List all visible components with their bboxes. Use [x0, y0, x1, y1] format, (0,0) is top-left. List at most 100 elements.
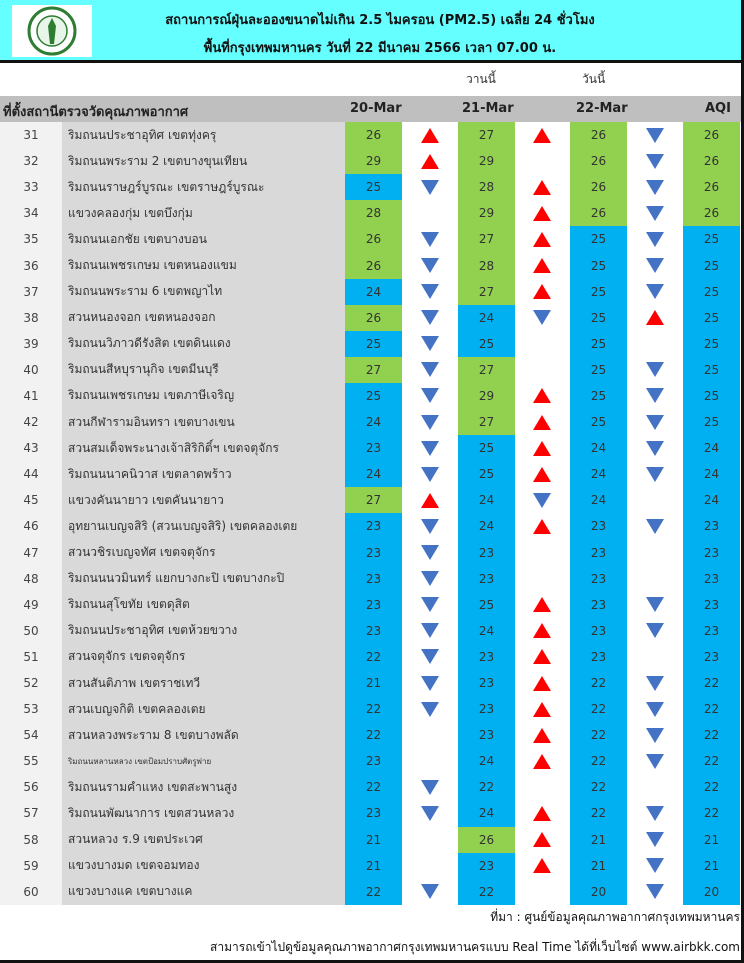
trend-down-icon: [646, 805, 664, 821]
station-name: สวนสมเด็จพระนางเจ้าสิริกิติ์ฯ เขตจตุจักร: [62, 435, 345, 462]
pm25-value: 26: [570, 174, 627, 201]
pm25-value: 26: [345, 122, 402, 149]
pm25-value: 24: [458, 617, 515, 644]
trend-up-icon: [533, 832, 551, 848]
date1-column-header: 20-Mar: [350, 101, 402, 116]
aqi-value: 23: [683, 643, 740, 670]
aqi-value: 25: [683, 226, 740, 253]
pm25-value: 23: [345, 591, 402, 618]
trend-up-icon: [533, 388, 551, 404]
aqi-value: 26: [683, 200, 740, 227]
table-row: 49 ริมถนนสุโขทัย เขตดุสิต 23 25 23 23: [0, 591, 741, 618]
station-name: ริมถนนนาคนิวาส เขตลาดพร้าว: [62, 461, 345, 488]
station-name: ริมถนนสีหบุรานุกิจ เขตมีนบุรี: [62, 356, 345, 383]
station-number: 56: [0, 774, 62, 801]
pm25-value: 22: [345, 774, 402, 801]
pm25-value: 23: [345, 617, 402, 644]
trend-down-icon: [421, 466, 439, 482]
pm25-value: 24: [458, 800, 515, 827]
trend-up-icon: [533, 466, 551, 482]
trend-down-icon: [646, 858, 664, 874]
station-name: ริมถนนราษฎร์บูรณะ เขตราษฎร์บูรณะ: [62, 174, 345, 201]
pm25-value: 24: [458, 748, 515, 775]
pm25-value: 25: [570, 409, 627, 436]
pm25-value: 25: [458, 435, 515, 462]
pm25-value: 24: [345, 461, 402, 488]
table-row: 53 สวนเบญจกิติ เขตคลองเตย 22 23 22 22: [0, 696, 741, 723]
station-name: สวนหลวงพระราม 8 เขตบางพลัด: [62, 722, 345, 749]
pm25-value: 23: [458, 643, 515, 670]
station-number: 58: [0, 826, 62, 853]
trend-up-icon: [533, 701, 551, 717]
table-row: 33 ริมถนนราษฎร์บูรณะ เขตราษฎร์บูรณะ 25 28 26…: [0, 174, 741, 201]
station-number: 41: [0, 382, 62, 410]
pm25-value: 23: [458, 669, 515, 697]
pm25-value: 26: [458, 826, 515, 853]
station-number: 39: [0, 330, 62, 357]
trend-down-icon: [421, 388, 439, 404]
trend-down-icon: [646, 675, 664, 691]
pm25-value: 27: [458, 122, 515, 149]
station-number: 33: [0, 174, 62, 201]
bma-logo: [12, 5, 92, 57]
pm25-value: 26: [345, 226, 402, 253]
trend-up-icon: [421, 153, 439, 169]
trend-down-icon: [421, 649, 439, 665]
source-note: ที่มา : ศูนย์ข้อมูลคุณภาพอากาศกรุงเทพมหา…: [490, 910, 740, 924]
pm25-value: 22: [458, 774, 515, 801]
trend-down-icon: [421, 623, 439, 639]
pm25-value: 21: [345, 852, 402, 879]
aqi-value: 22: [683, 774, 740, 801]
station-name: สวนเบญจกิติ เขตคลองเตย: [62, 696, 345, 723]
pm25-value: 26: [570, 148, 627, 175]
pm25-value: 29: [458, 148, 515, 175]
station-number: 45: [0, 487, 62, 514]
trend-down-icon: [646, 440, 664, 456]
pm25-value: 22: [458, 878, 515, 905]
trend-up-icon: [421, 492, 439, 508]
station-name: แขวงคลองกุ่ม เขตบึงกุ่ม: [62, 200, 345, 227]
trend-down-icon: [421, 675, 439, 691]
table-row: 56 ริมถนนรามคำแหง เขตสะพานสูง 22 22 22 22: [0, 774, 741, 801]
station-number: 55: [0, 748, 62, 775]
pm25-value: 22: [345, 696, 402, 723]
aqi-value: 23: [683, 513, 740, 540]
trend-down-icon: [421, 179, 439, 195]
station-number: 38: [0, 304, 62, 331]
table-row: 41 ริมถนนเพชรเกษม เขตภาษีเจริญ 25 29 25 25: [0, 382, 741, 410]
pm25-value: 24: [570, 461, 627, 488]
aqi-value: 26: [683, 148, 740, 175]
trend-up-icon: [533, 675, 551, 691]
trend-down-icon: [421, 805, 439, 821]
right-border: [741, 0, 744, 963]
pm25-value: 29: [458, 382, 515, 410]
aqi-value: 22: [683, 722, 740, 749]
station-column-header: ที่ตั้งสถานีตรวจวัดคุณภาพอากาศ: [3, 105, 189, 120]
pm25-value: 23: [345, 748, 402, 775]
pm25-value: 25: [458, 591, 515, 618]
pm25-value: 23: [570, 565, 627, 592]
pm25-value: 23: [570, 539, 627, 566]
station-number: 37: [0, 278, 62, 305]
pm25-value: 24: [570, 435, 627, 462]
station-name: อุทยานเบญจสิริ (สวนเบญจสิริ) เขตคลองเตย: [62, 513, 345, 540]
pm25-value: 26: [345, 252, 402, 279]
station-number: 51: [0, 643, 62, 670]
station-name: ริมถนนประชาอุทิศ เขตทุ่งครุ: [62, 122, 345, 149]
pm25-value: 20: [570, 878, 627, 905]
pm25-value: 23: [458, 696, 515, 723]
station-name: ริมถนนนวมินทร์ แยกบางกะปิ เขตบางกะปิ: [62, 565, 345, 592]
station-number: 48: [0, 565, 62, 592]
pm25-value: 22: [570, 800, 627, 827]
report-subtitle: พื้นที่กรุงเทพมหานคร วันที่ 22 มีนาคม 25…: [203, 41, 557, 56]
aqi-value: 24: [683, 487, 740, 514]
station-number: 32: [0, 148, 62, 175]
pm25-value: 23: [570, 591, 627, 618]
pm25-value: 23: [458, 565, 515, 592]
pm25-value: 25: [458, 461, 515, 488]
trend-down-icon: [646, 127, 664, 143]
table-row: 34 แขวงคลองกุ่ม เขตบึงกุ่ม 28 29 26 26: [0, 200, 741, 227]
pm25-value: 25: [570, 382, 627, 410]
table-row: 36 ริมถนนเพชรเกษม เขตหนองแขม 26 28 25 25: [0, 252, 741, 279]
pm25-value: 21: [570, 852, 627, 879]
